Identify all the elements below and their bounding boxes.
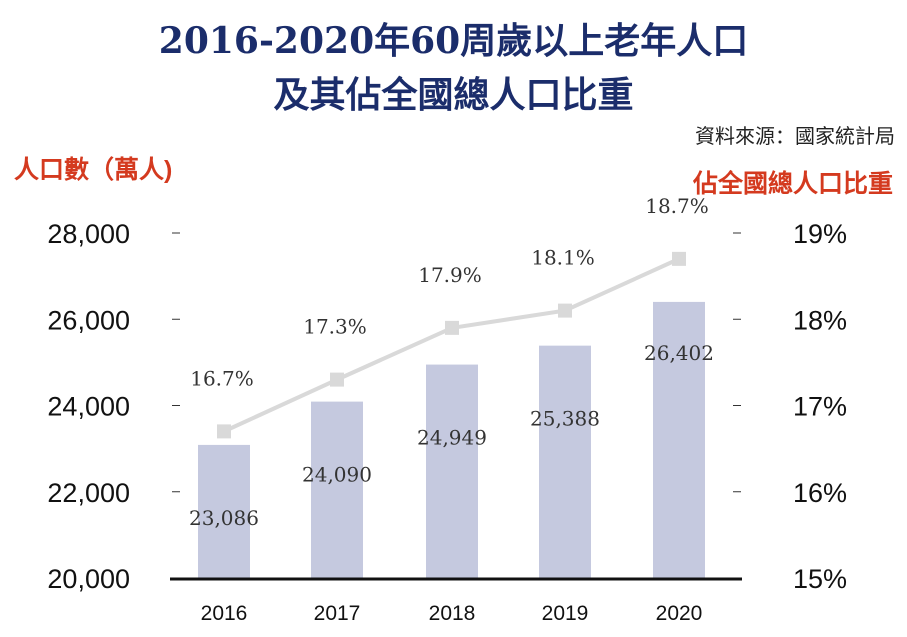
x-tick-label: 2019 <box>542 602 589 625</box>
chart-title: 2016-2020年60周歲以上老年人口 <box>158 20 749 62</box>
y-tick-label: 28,000 <box>47 219 130 249</box>
bar-value-label: 23,086 <box>189 506 259 530</box>
bar-value-label: 24,949 <box>417 426 487 450</box>
y2-tick-label: 15% <box>793 564 847 594</box>
percent-label: 17.9% <box>418 263 482 287</box>
y-tick-label: 20,000 <box>47 564 130 594</box>
y2-tick-label: 17% <box>793 392 847 422</box>
bar-2018 <box>426 364 478 578</box>
x-tick-label: 2017 <box>314 602 361 625</box>
bar-2017 <box>311 401 363 578</box>
y2-tick-label: 18% <box>793 305 847 335</box>
chart-subtitle: 及其佔全國總人口比重 <box>273 74 634 116</box>
percent-label: 16.7% <box>190 366 254 390</box>
bar-2016 <box>198 444 250 578</box>
bar-value-label: 25,388 <box>530 407 600 431</box>
source-note: 資料來源：國家統計局 <box>695 124 895 148</box>
bar-value-label: 24,090 <box>302 463 372 487</box>
percent-point-2018 <box>445 320 459 335</box>
x-tick-label: 2016 <box>201 602 248 625</box>
x-tick-label: 2020 <box>656 602 703 625</box>
y-tick-label: 22,000 <box>47 478 130 508</box>
y-tick-label: 24,000 <box>47 392 130 422</box>
percent-point-2017 <box>330 372 344 387</box>
bar-2019 <box>539 345 591 578</box>
percent-point-2016 <box>217 424 231 439</box>
bar-value-label: 26,402 <box>644 341 714 365</box>
percent-point-2020 <box>672 251 686 266</box>
percent-point-2019 <box>558 303 572 318</box>
y2-tick-label: 19% <box>793 219 847 249</box>
y-axis-label: 人口數（萬人) <box>14 156 173 184</box>
percent-label: 17.3% <box>303 315 367 339</box>
y2-axis-label: 佔全國總人口比重 <box>692 170 893 198</box>
y2-tick-label: 16% <box>793 478 847 508</box>
y-tick-label: 26,000 <box>47 305 130 335</box>
x-tick-label: 2018 <box>429 602 476 625</box>
percent-label: 18.1% <box>531 246 595 270</box>
percent-label: 18.7% <box>645 194 709 218</box>
bar-2020 <box>653 301 705 578</box>
